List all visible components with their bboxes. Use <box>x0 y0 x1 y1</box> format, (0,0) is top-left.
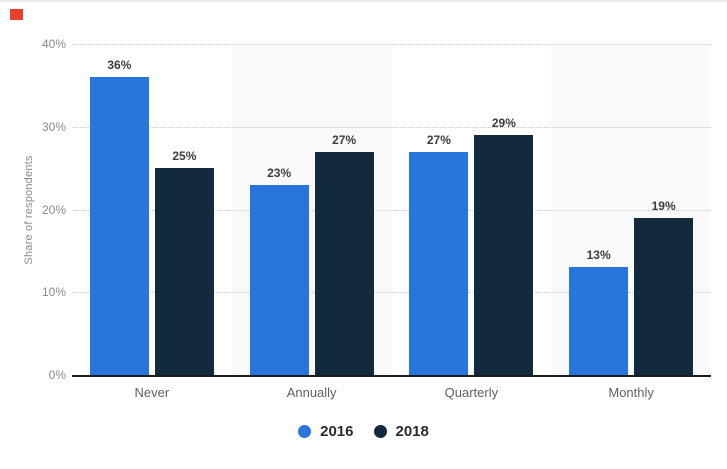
legend-dot-2016 <box>298 425 312 438</box>
value-label: 27% <box>426 132 451 147</box>
bar-group: 23% 27% <box>232 44 392 375</box>
gridline <box>72 292 711 294</box>
value-label: 25% <box>172 149 197 164</box>
x-axis-line <box>72 375 711 377</box>
gridline <box>72 126 711 128</box>
value-label: 27% <box>332 132 357 147</box>
legend-item-2018[interactable]: 2018 <box>373 423 429 440</box>
red-marker <box>10 9 23 20</box>
bar-group: 13% 19% <box>551 44 711 375</box>
value-label: 29% <box>491 116 516 131</box>
x-category-label: Never <box>134 385 170 400</box>
gridline <box>72 44 711 45</box>
value-label: 23% <box>267 165 292 180</box>
y-tick-label: 40% <box>41 37 66 51</box>
legend-dot-2018 <box>373 425 387 438</box>
plot-area: 36% 25% 23% 27% 27% 29% 13% 19% <box>72 44 711 377</box>
bar-2018-quarterly[interactable] <box>474 135 534 375</box>
legend-label: 2018 <box>395 423 429 440</box>
x-category-label: Quarterly <box>444 385 499 400</box>
bar-group: 27% 29% <box>392 44 552 375</box>
bar-group: 36% 25% <box>72 44 232 375</box>
value-label: 19% <box>651 198 676 213</box>
legend-item-2016[interactable]: 2016 <box>298 423 354 440</box>
value-label: 13% <box>586 248 611 263</box>
bar-2018-monthly[interactable] <box>634 217 694 375</box>
gridline <box>72 209 711 211</box>
y-tick-label: 0% <box>48 368 66 382</box>
y-tick-label: 10% <box>41 285 66 300</box>
y-tick-label: 30% <box>41 119 66 134</box>
x-category-label: Annually <box>286 385 337 400</box>
bar-2016-annually[interactable] <box>249 184 309 375</box>
bar-2016-quarterly[interactable] <box>409 151 469 375</box>
legend-label: 2016 <box>320 423 354 440</box>
bar-2018-never[interactable] <box>154 168 214 375</box>
bar-2018-annually[interactable] <box>314 151 374 375</box>
legend: 2016 2018 <box>0 423 727 440</box>
value-label: 36% <box>107 58 132 73</box>
bar-2016-monthly[interactable] <box>569 267 629 375</box>
bar-2016-never[interactable] <box>89 77 149 375</box>
y-tick-label: 20% <box>41 202 66 217</box>
x-category-label: Monthly <box>608 385 654 400</box>
